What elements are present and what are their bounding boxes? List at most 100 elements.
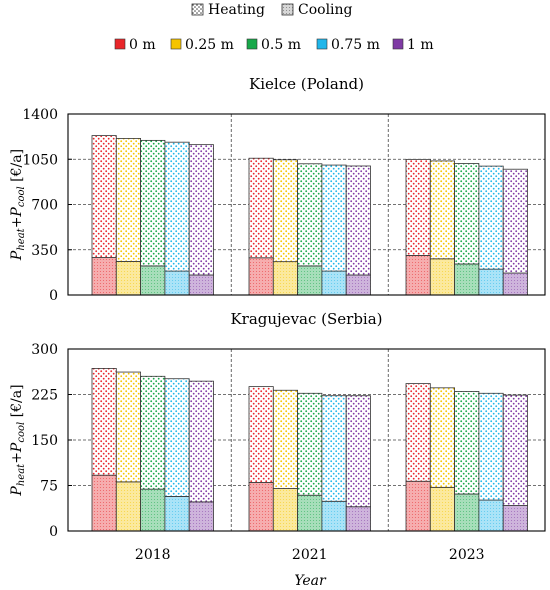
bar-heating-2018-0-m xyxy=(91,368,117,476)
bar-heating-2023-0-25-m xyxy=(429,160,455,260)
bar-cooling-2023-0-5-m xyxy=(454,493,480,532)
bar-cooling-2018-0-m xyxy=(91,257,117,296)
legend-item-cooling: Cooling xyxy=(281,2,353,18)
bar-heating-2021-0-5-m xyxy=(297,392,323,496)
bar-cooling-2023-0-m xyxy=(405,480,431,532)
x-tick-label: 2018 xyxy=(135,547,171,563)
legend-item-heating: Heating xyxy=(191,2,265,18)
bar-cooling-2018-0-5-m xyxy=(140,265,166,296)
y-tick-label: 1050 xyxy=(22,152,58,168)
bar-cooling-2021-0-75-m xyxy=(321,270,347,296)
bar-heating-2018-0-75-m xyxy=(164,141,190,272)
legend-item-0-5-m: 0.5 m xyxy=(246,37,301,53)
bar-heating-2023-0-m xyxy=(405,383,431,482)
bar-heating-2018-0-m xyxy=(91,135,117,258)
legend-swatch-cooling xyxy=(281,3,294,16)
bar-heating-2023-0-m xyxy=(405,158,431,256)
bar-heating-2018-0-5-m xyxy=(140,139,166,267)
bar-heating-2018-0-25-m xyxy=(115,371,142,483)
panel-kragujevac-serbia: Kragujevac (Serbia) 0 75 150 225 300 Pheat+Pco… xyxy=(9,310,546,540)
bar-cooling-2018-1-m xyxy=(188,274,214,296)
y-tick-label: 225 xyxy=(31,388,58,404)
bar-cooling-2021-0-m xyxy=(248,257,274,296)
bar-cooling-2023-0-25-m xyxy=(429,486,455,532)
bar-cooling-2023-0-m xyxy=(405,255,431,296)
bar-cooling-2021-0-75-m xyxy=(321,500,347,532)
bar-cooling-2021-1-m xyxy=(345,274,371,296)
bar-cooling-2018-0-25-m xyxy=(115,260,142,296)
x-tick-label: 2021 xyxy=(292,547,328,563)
bar-heating-2021-1-m xyxy=(345,165,371,276)
y-tick-label: 700 xyxy=(31,198,58,214)
panel-title: Kielce (Poland) xyxy=(249,75,364,93)
plot-frame xyxy=(67,113,546,296)
bar-heating-2023-0-25-m xyxy=(429,387,455,488)
y-tick-label: 75 xyxy=(40,479,58,495)
bar-cooling-2018-1-m xyxy=(188,501,214,532)
legend-item-0-m: 0 m xyxy=(114,37,156,53)
panel-title: Kragujevac (Serbia) xyxy=(230,310,382,328)
bar-heating-2021-0-25-m xyxy=(272,159,298,263)
bar-cooling-2018-0-75-m xyxy=(164,270,190,296)
bar-cooling-2023-1-m xyxy=(502,272,528,296)
bar-cooling-2021-0-m xyxy=(248,482,274,532)
bar-heating-2021-0-25-m xyxy=(272,389,298,489)
legend-item-0-25-m: 0.25 m xyxy=(170,37,234,53)
legend-label-0-m: 0 m xyxy=(129,37,156,53)
y-tick-label: 1400 xyxy=(22,107,58,123)
bar-heating-2023-0-5-m xyxy=(454,391,480,495)
bar-heating-2023-0-75-m xyxy=(478,392,504,501)
legend-item-0-75-m: 0.75 m xyxy=(316,37,380,53)
legend-item-1-m: 1 m xyxy=(392,37,434,53)
y-tick-label: 300 xyxy=(31,342,58,358)
legend-label-0-5-m: 0.5 m xyxy=(261,37,301,53)
bar-heating-2021-0-m xyxy=(248,386,274,483)
y-tick-label: 0 xyxy=(49,288,58,304)
legend-label-cooling: Cooling xyxy=(298,2,353,18)
bar-cooling-2023-0-75-m xyxy=(478,268,504,296)
bar-cooling-2021-0-5-m xyxy=(297,494,323,532)
y-tick-label: 350 xyxy=(31,243,58,259)
bar-heating-2021-0-5-m xyxy=(297,163,323,267)
bar-heating-2023-1-m xyxy=(502,168,528,274)
bar-heating-2021-0-75-m xyxy=(321,164,347,272)
bar-heating-2021-1-m xyxy=(345,395,371,508)
bar-heating-2021-0-75-m xyxy=(321,395,347,502)
bar-cooling-2018-0-25-m xyxy=(115,481,142,532)
bar-cooling-2018-0-75-m xyxy=(164,496,190,532)
bar-heating-2018-0-5-m xyxy=(140,375,166,490)
legend-swatch-heating xyxy=(191,3,204,16)
bar-heating-2023-0-75-m xyxy=(478,165,504,270)
y-axis-label: Pheat+Pcool [€/a] xyxy=(9,384,27,496)
bar-heating-2018-1-m xyxy=(188,380,214,503)
y-axis-label: Pheat+Pcool [€/a] xyxy=(9,149,27,261)
bar-cooling-2023-0-75-m xyxy=(478,499,504,532)
bar-cooling-2023-1-m xyxy=(502,505,528,532)
bar-cooling-2023-0-5-m xyxy=(454,263,480,296)
legend-swatch-0-m xyxy=(114,38,126,50)
legend: Heating Cooling 0 m 0.25 m 0.5 m 0.75 m 1 m xyxy=(114,2,434,53)
x-tick-label: 2023 xyxy=(449,547,485,563)
legend-swatch-0-25-m xyxy=(170,38,182,50)
bar-heating-2018-1-m xyxy=(188,144,214,276)
y-tick-label: 150 xyxy=(31,433,58,449)
bar-cooling-2018-0-5-m xyxy=(140,488,166,532)
panel-kielce-poland: Kielce (Poland) 0 350 700 1050 1400 Pheat+Pcoo… xyxy=(9,75,546,304)
bar-heating-2023-0-5-m xyxy=(454,163,480,265)
bar-cooling-2021-1-m xyxy=(345,506,371,532)
bar-cooling-2021-0-5-m xyxy=(297,265,323,296)
y-tick-label: 0 xyxy=(49,524,58,540)
bar-heating-2023-1-m xyxy=(502,394,528,506)
legend-swatch-1-m xyxy=(392,38,404,50)
plot-frame xyxy=(67,348,546,532)
bar-heating-2018-0-75-m xyxy=(164,378,190,497)
legend-label-0-75-m: 0.75 m xyxy=(331,37,380,53)
legend-swatch-0-5-m xyxy=(246,38,258,50)
legend-label-heating: Heating xyxy=(208,2,265,18)
bar-cooling-2018-0-m xyxy=(91,474,117,532)
legend-label-0-25-m: 0.25 m xyxy=(185,37,234,53)
legend-swatch-0-75-m xyxy=(316,38,328,50)
bar-cooling-2021-0-25-m xyxy=(272,261,298,296)
bar-heating-2021-0-m xyxy=(248,157,274,259)
